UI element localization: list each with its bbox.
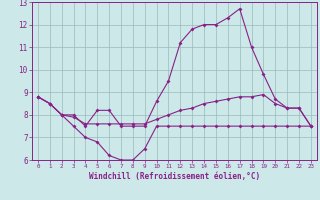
- X-axis label: Windchill (Refroidissement éolien,°C): Windchill (Refroidissement éolien,°C): [89, 172, 260, 181]
